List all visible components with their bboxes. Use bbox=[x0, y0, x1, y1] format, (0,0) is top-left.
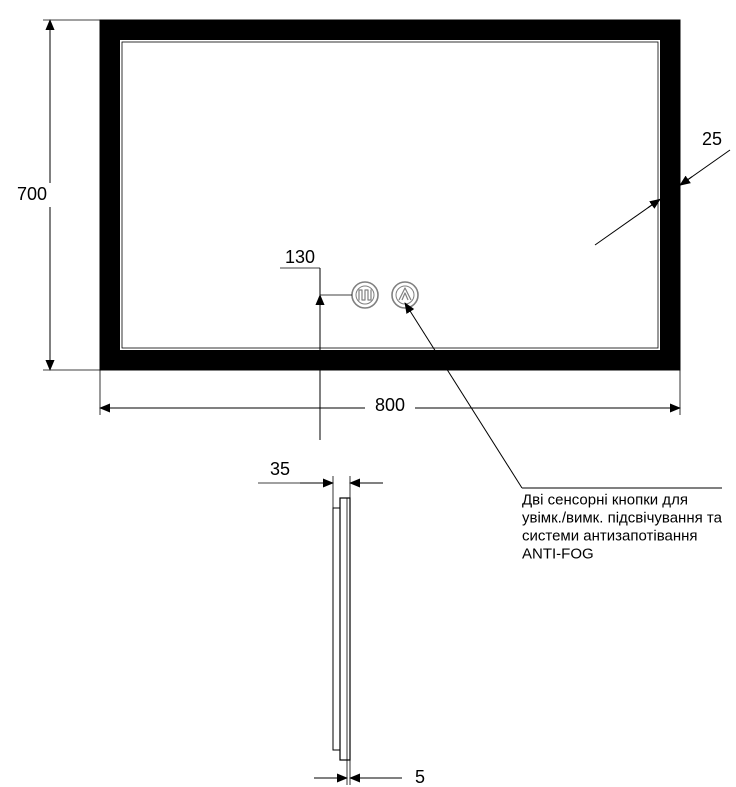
dimension-depth-value: 35 bbox=[270, 459, 290, 479]
annotation-line-3: системи антизапотівання bbox=[522, 527, 698, 544]
dimension-thickness: 5 bbox=[314, 760, 425, 787]
sensor-button-heater bbox=[352, 282, 378, 308]
dimension-depth: 35 bbox=[258, 459, 383, 508]
dimension-icon-offset: 130 bbox=[100, 247, 352, 440]
side-view: 35 5 bbox=[258, 459, 425, 787]
dimension-frame-value: 25 bbox=[702, 129, 722, 149]
dimension-width-value: 800 bbox=[375, 395, 405, 415]
annotation-line-4: ANTI-FOG bbox=[522, 545, 594, 562]
dimension-height: 700 bbox=[17, 20, 100, 370]
dimension-height-value: 700 bbox=[17, 184, 47, 204]
dimension-width: 800 bbox=[100, 370, 680, 418]
mirror-frame-band bbox=[100, 20, 680, 370]
dimension-thickness-value: 5 bbox=[415, 767, 425, 787]
annotation-line-2: увімк./вимк. підсвічування та bbox=[522, 509, 723, 526]
annotation-line-1: Дві сенсорні кнопки для bbox=[522, 491, 688, 508]
front-view bbox=[100, 20, 680, 370]
dimension-icon-offset-value: 130 bbox=[285, 247, 315, 267]
sensor-button-light bbox=[392, 282, 418, 308]
